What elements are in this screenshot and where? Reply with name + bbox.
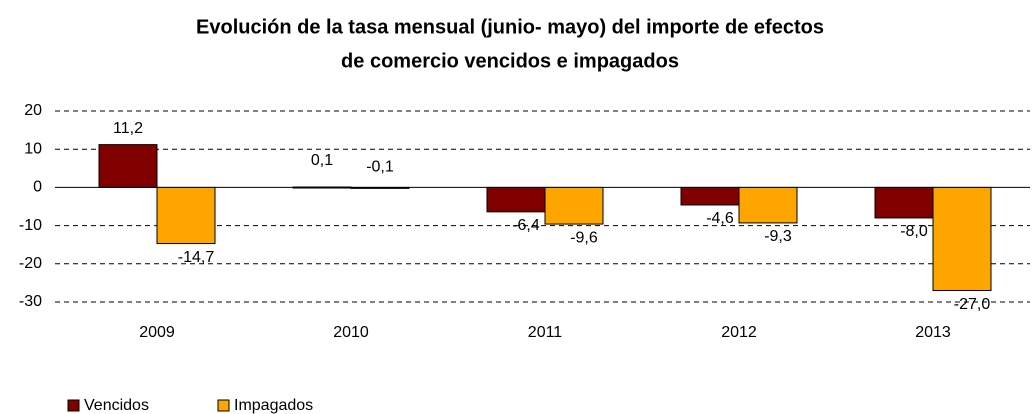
bar	[932, 186, 992, 292]
value-label: 0,1	[311, 152, 333, 169]
y-tick-label: 20	[24, 102, 42, 119]
bar	[486, 186, 546, 213]
bar	[544, 186, 604, 225]
value-label: -9,3	[764, 228, 792, 245]
bar	[156, 186, 216, 245]
bar	[292, 186, 352, 189]
value-label: -6,4	[512, 217, 540, 234]
y-tick-label: -10	[19, 217, 42, 234]
bar	[874, 186, 934, 219]
value-label: -27,0	[954, 296, 991, 313]
y-tick-label: 0	[33, 179, 42, 196]
value-label: -8,0	[900, 223, 928, 240]
y-tick-label: -30	[19, 293, 42, 310]
value-label: -0,1	[366, 159, 394, 176]
legend-label: Vencidos	[84, 397, 149, 414]
value-label: -9,6	[570, 229, 598, 246]
bar	[738, 186, 798, 224]
chart-title: Evolución de la tasa mensual (junio- may…	[196, 16, 824, 38]
x-tick-label: 2012	[721, 324, 757, 341]
y-tick-label: 10	[24, 140, 42, 157]
value-label: 11,2	[113, 120, 143, 137]
value-label: -14,7	[178, 249, 215, 266]
x-tick-label: 2009	[139, 324, 175, 341]
y-tick-label: -20	[19, 255, 42, 272]
legend-swatch	[217, 399, 230, 412]
bar	[680, 186, 740, 206]
x-tick-label: 2011	[528, 324, 563, 341]
chart-title: de comercio vencidos e impagados	[341, 50, 679, 72]
legend-swatch	[67, 399, 80, 412]
bar	[98, 144, 158, 188]
x-tick-label: 2010	[333, 324, 369, 341]
bar	[350, 186, 410, 189]
legend-label: Impagados	[234, 397, 313, 414]
x-tick-label: 2013	[915, 324, 951, 341]
value-label: -4,6	[706, 210, 734, 227]
